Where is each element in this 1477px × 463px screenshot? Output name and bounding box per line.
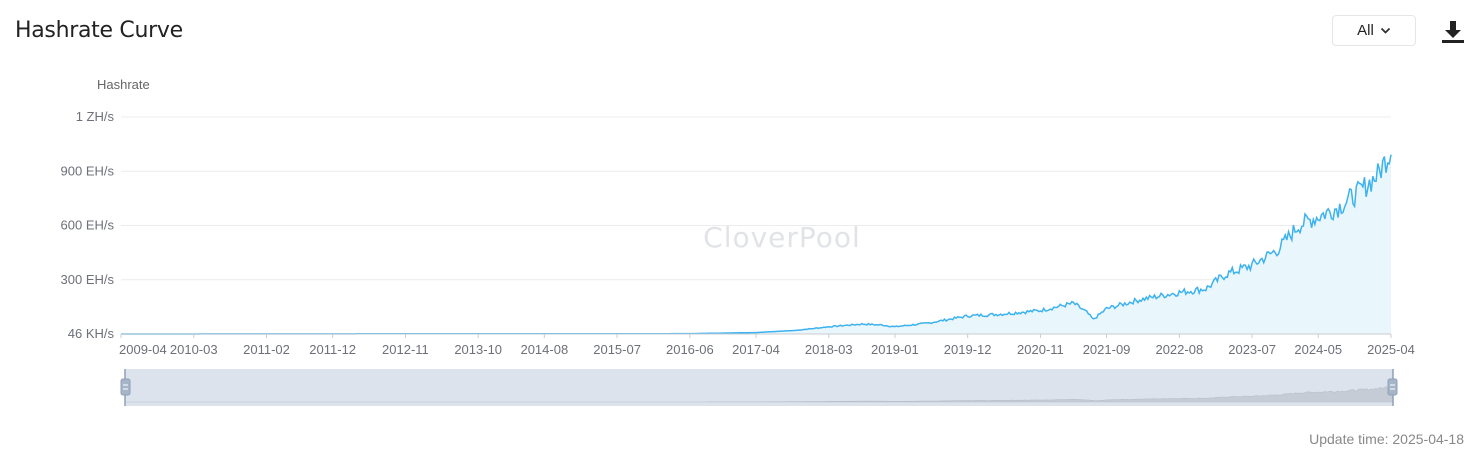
x-tick-label: 2018-03 [805,342,853,357]
x-tick-label: 2011-12 [309,342,356,357]
y-tick-label: 46 KH/s [68,326,115,341]
x-tick-label: 2019-01 [871,342,919,357]
x-tick-label: 2017-04 [732,342,780,357]
x-tick-label: 2014-08 [520,342,568,357]
slider-preview-area [125,386,1394,403]
download-icon[interactable] [1440,19,1466,45]
y-tick-label: 900 EH/s [61,163,115,178]
x-tick-label: 2023-07 [1228,342,1276,357]
x-tick-label: 2021-09 [1083,342,1131,357]
update-time: Update time: 2025-04-18 [1309,431,1464,447]
range-select-value: All [1357,22,1374,39]
x-tick-label: 2013-10 [454,342,502,357]
series-area [121,154,1391,334]
x-tick-label: 2019-12 [944,342,992,357]
y-axis-title: Hashrate [97,77,150,92]
chevron-down-icon [1380,27,1390,34]
x-tick-label: 2009-04 [119,342,167,357]
y-tick-label: 300 EH/s [61,272,115,287]
y-tick-label: 1 ZH/s [76,109,115,124]
x-tick-label: 2012-11 [382,342,429,357]
slider-handle-left[interactable] [120,378,131,396]
x-tick-label: 2022-08 [1155,342,1203,357]
slider-window[interactable] [125,369,1393,406]
y-tick-label: 600 EH/s [61,218,115,233]
data-zoom-slider[interactable] [120,369,1398,406]
x-tick-label: 2024-05 [1294,342,1342,357]
x-tick-label: 2011-02 [243,342,290,357]
slider-handle-right[interactable] [1387,378,1398,396]
range-select[interactable]: All [1332,15,1416,46]
x-tick-label: 2010-03 [170,342,218,357]
x-tick-label: 2025-04 [1367,342,1415,357]
watermark: CloverPool [703,221,861,254]
x-tick-label: 2015-07 [593,342,641,357]
page-title: Hashrate Curve [15,18,183,43]
x-tick-label: 2016-06 [666,342,714,357]
x-tick-label: 2020-11 [1017,342,1064,357]
